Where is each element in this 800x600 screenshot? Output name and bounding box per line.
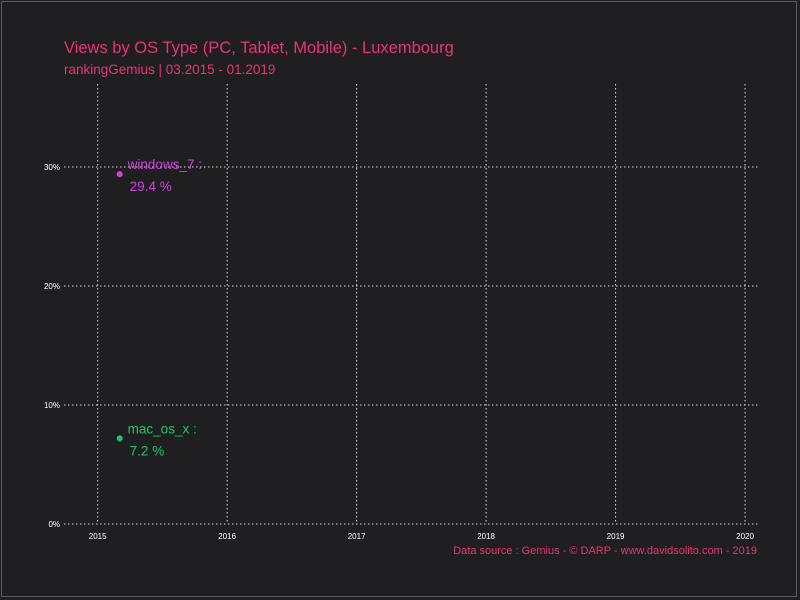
y-tick-label: 10%	[44, 401, 60, 410]
x-tick-label: 2015	[89, 532, 107, 541]
chart-title: Views by OS Type (PC, Tablet, Mobile) - …	[64, 39, 454, 57]
series-label-mac-os-x: mac_os_x :	[128, 421, 197, 436]
y-tick-label: 20%	[44, 282, 60, 291]
x-tick-label: 2018	[477, 532, 495, 541]
value-label-windows-7: 29.4 %	[130, 179, 172, 194]
x-tick-label: 2016	[218, 532, 236, 541]
x-tick-label: 2020	[736, 532, 754, 541]
chart-subtitle: rankingGemius | 03.2015 - 01.2019	[64, 62, 276, 77]
x-tick-label: 2019	[607, 532, 625, 541]
series-label-windows-7: windows_7 :	[127, 157, 202, 172]
data-point-mac-os-x	[116, 435, 123, 442]
y-tick-label: 0%	[48, 520, 60, 529]
y-tick-label: 30%	[44, 163, 60, 172]
chart-caption: Data source : Gemius - © DARP - www.davi…	[453, 545, 757, 557]
value-label-mac-os-x: 7.2 %	[130, 443, 165, 458]
x-tick-label: 2017	[348, 532, 366, 541]
data-point-windows-7	[116, 171, 123, 178]
